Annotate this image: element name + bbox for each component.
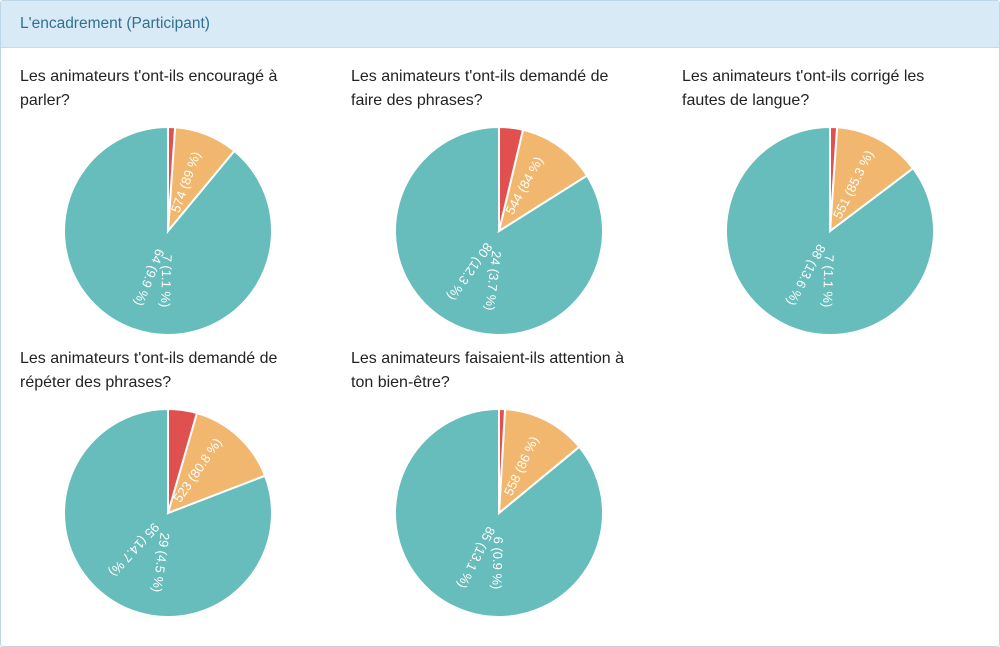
chart-repeter-phrases: Les animateurs t'ont-ils demandé de répé… [20, 347, 310, 395]
pie-chart-encourage-parler: 574 (89 %)64 (9.9 %)7 (1.1 %) [63, 125, 273, 336]
slice-mid [828, 126, 915, 234]
slice-mid [497, 128, 589, 234]
slice-high [394, 125, 604, 336]
slice-data-label: 24 (3.7 %) [482, 250, 504, 311]
chart-title: Les animateurs t'ont-ils encouragé à par… [20, 68, 278, 109]
chart-title: Les animateurs t'ont-ils demandé de fair… [351, 68, 609, 109]
chart-corrige-fautes: Les animateurs t'ont-ils corrigé les fau… [682, 65, 972, 113]
slice-data-label: 6 (0.9 %) [489, 536, 506, 589]
chart-faire-phrases: Les animateurs t'ont-ils demandé de fair… [351, 65, 641, 113]
panel-title: L'encadrement (Participant) [20, 15, 210, 32]
slice-high [725, 125, 935, 336]
pie-chart-faire-phrases: 544 (84 %)80 (12.3 %)24 (3.7 %) [394, 125, 604, 336]
slice-low [498, 125, 525, 232]
pie-chart-repeter-phrases: 523 (80.8 %)95 (14.7 %)29 (4.5 %) [63, 407, 273, 618]
panel-header: L'encadrement (Participant) [1, 1, 999, 48]
chart-title: Les animateurs t'ont-ils demandé de répé… [20, 350, 278, 391]
slice-mid [497, 408, 581, 516]
chart-title: Les animateurs t'ont-ils corrigé les fau… [682, 68, 925, 109]
pie-chart-corrige-fautes: 551 (85.3 %)88 (13.6 %)7 (1.1 %) [725, 125, 935, 336]
slice-mid [166, 411, 267, 515]
slice-data-label: 7 (1.1 %) [158, 254, 175, 307]
slice-low [829, 125, 839, 232]
chart-bien-etre: Les animateurs faisaient-ils attention à… [351, 347, 641, 395]
pie-chart-bien-etre: 558 (86 %)85 (13.1 %)6 (0.9 %) [394, 407, 604, 618]
slice-low [167, 125, 177, 232]
chart-encourage-parler: Les animateurs t'ont-ils encouragé à par… [20, 65, 310, 113]
slice-data-label: 7 (1.1 %) [820, 254, 837, 307]
slice-low [498, 407, 507, 514]
slice-low [167, 407, 199, 514]
chart-title: Les animateurs faisaient-ils attention à… [351, 350, 625, 391]
